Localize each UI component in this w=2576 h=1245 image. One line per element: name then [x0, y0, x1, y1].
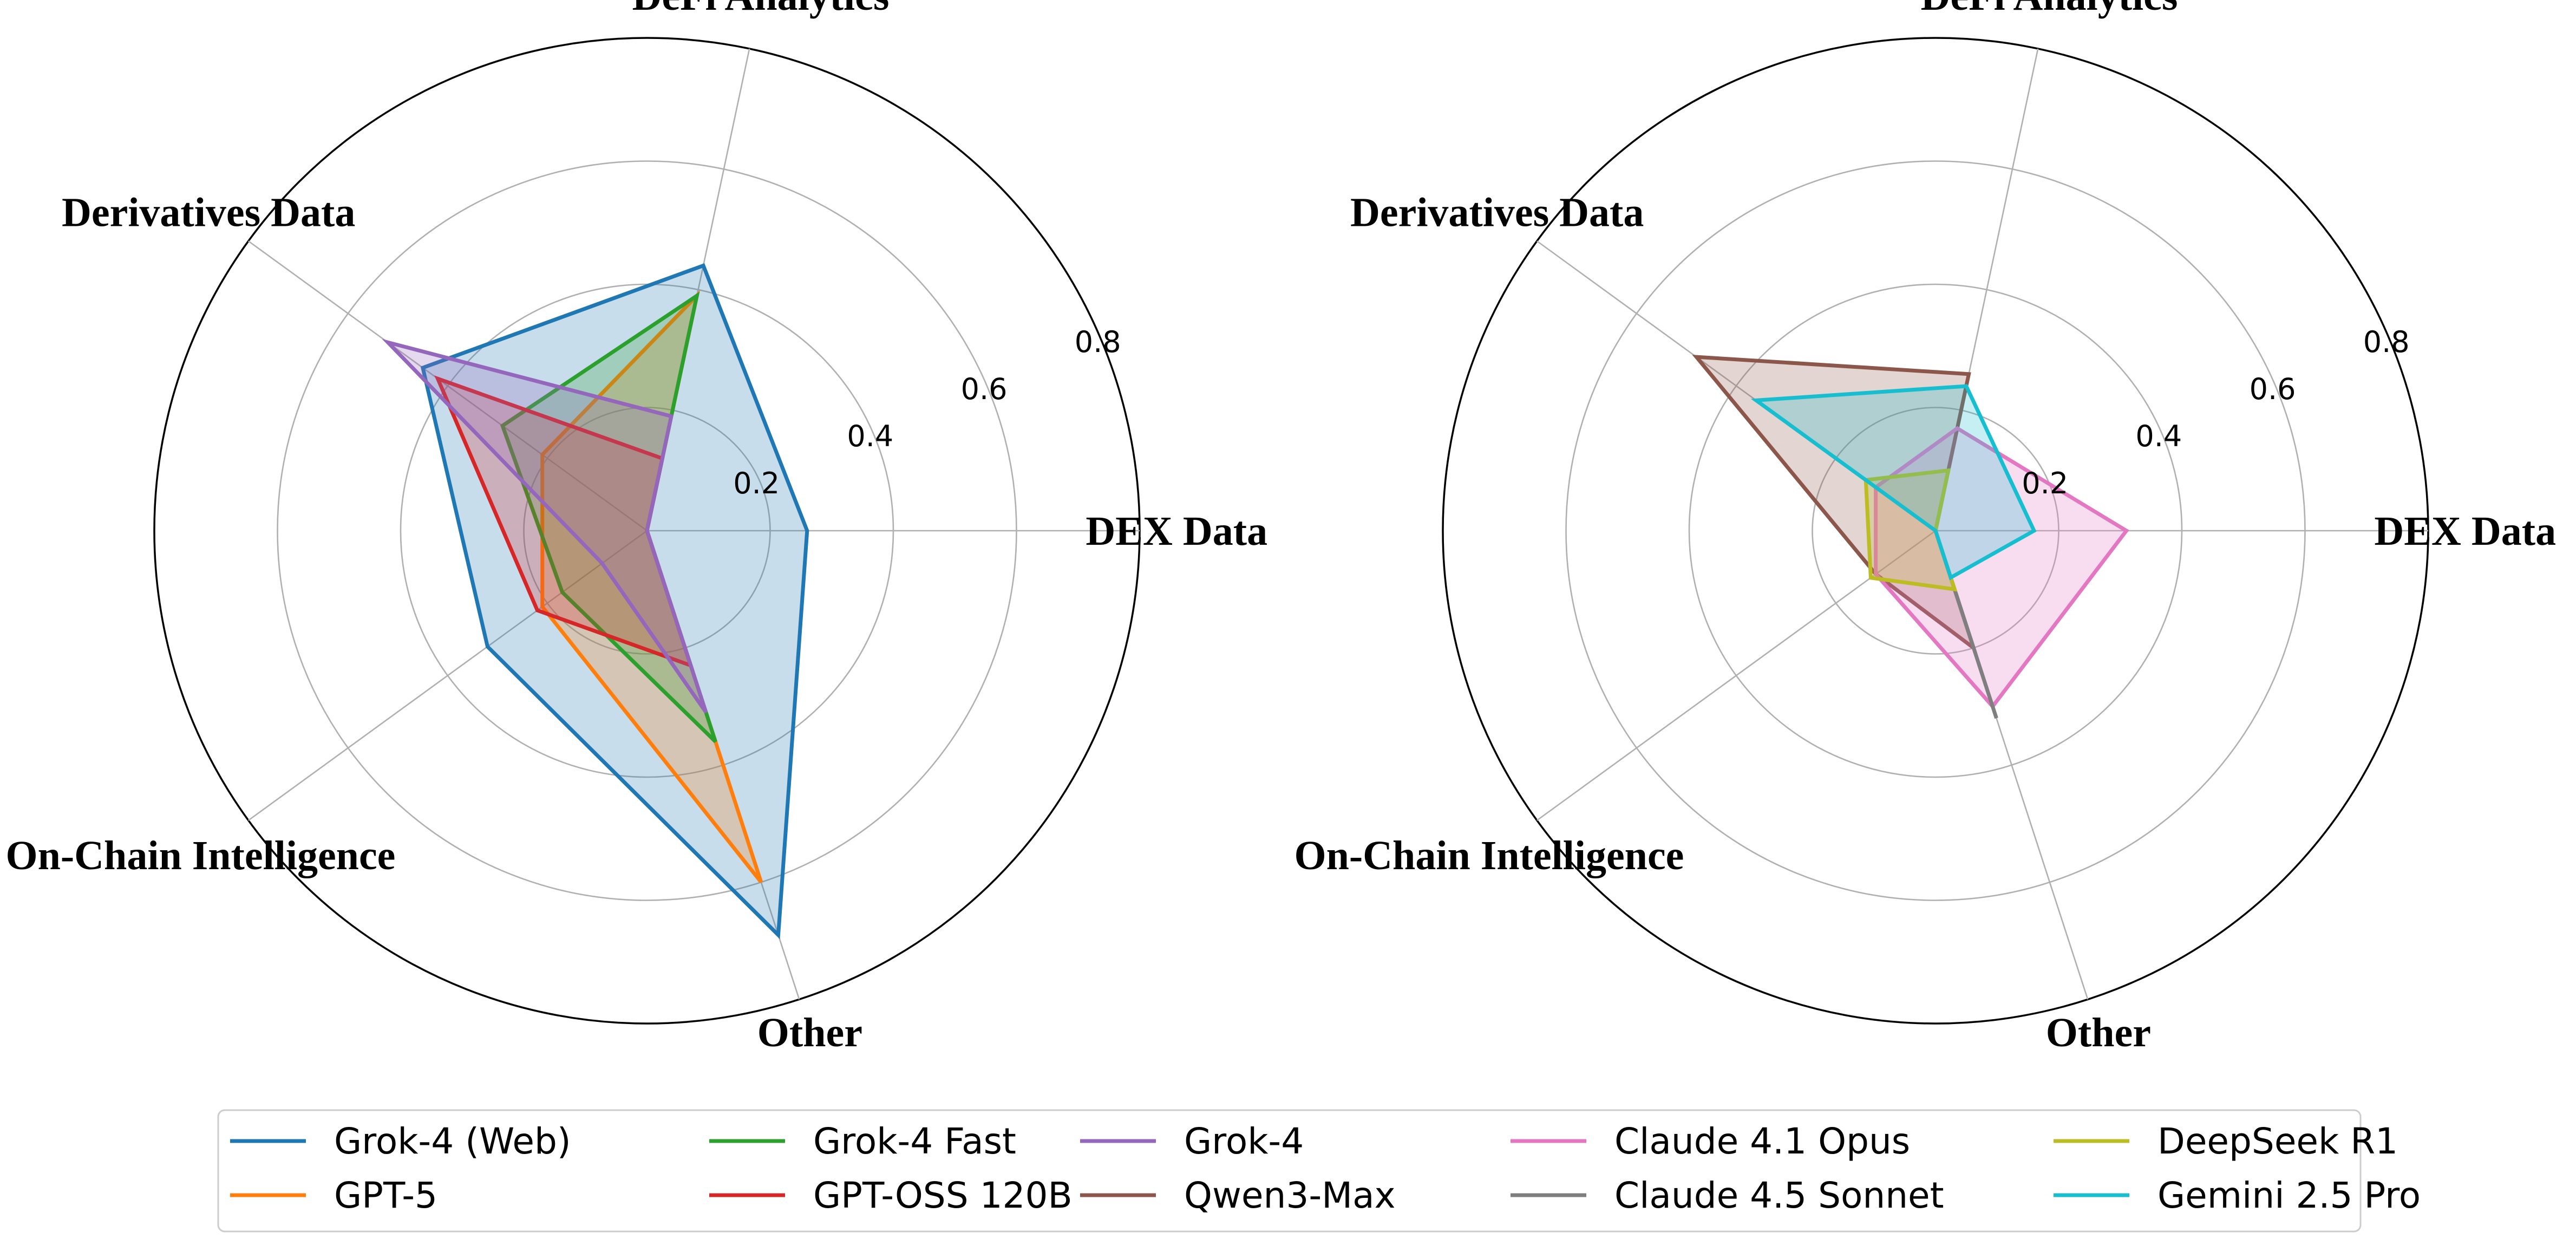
series-fill-claude-4-1-opus [1875, 428, 2127, 707]
axis-label-other: Other [2046, 1010, 2151, 1055]
series-line-grok-4-web [420, 263, 809, 940]
legend-label-qwen3-max: Qwen3-Max [1184, 1175, 1396, 1216]
series-fill-gemini-2-5-pro [1756, 386, 2034, 578]
radial-tick-label: 0.4 [2135, 419, 2182, 453]
legend-label-claude-4-1-opus: Claude 4.1 Opus [1614, 1120, 1910, 1162]
radial-tick-label: 0.4 [847, 419, 893, 453]
series-fill-deepseek-r1 [1866, 470, 1955, 590]
series-line-claude-4-1-opus [1874, 426, 2129, 710]
axis-label-defi-analytics: DeFi Analytics [1921, 0, 2178, 19]
legend-label-grok-4-web: Grok-4 (Web) [334, 1120, 571, 1162]
axis-label-on-chain-intelligence: On-Chain Intelligence [1294, 833, 1684, 878]
series-fill-qwen3-max [1696, 357, 1974, 648]
radial-tick-label: 0.6 [961, 372, 1008, 406]
legend-label-grok-4-fast: Grok-4 Fast [813, 1120, 1016, 1162]
radial-tick-label: 0.2 [733, 466, 780, 500]
series-line-claude-4-5-sonnet [1933, 530, 1998, 719]
series-line-deepseek-r1 [1864, 468, 1958, 592]
radial-tick-label: 0.8 [2363, 325, 2410, 359]
legend-label-gpt-5: GPT-5 [334, 1175, 437, 1216]
series-fill-gpt-5 [542, 296, 761, 883]
axis-label-dex-data: DEX Data [2374, 509, 2556, 554]
radial-tick-label: 0.6 [2250, 372, 2296, 406]
series-fill-grok-4-web [422, 265, 807, 935]
legend-label-grok-4: Grok-4 [1184, 1120, 1304, 1162]
series-fill-grok-4 [388, 342, 706, 713]
axis-label-derivatives-data: Derivatives Data [1350, 190, 1644, 236]
axis-label-dex-data: DEX Data [1086, 509, 1267, 554]
legend-label-claude-4-5-sonnet: Claude 4.5 Sonnet [1614, 1175, 1944, 1216]
series-line-gemini-2-5-pro [1750, 384, 2037, 581]
radial-tick-label: 0.8 [1075, 325, 1121, 359]
spoke-line [248, 240, 648, 532]
axis-label-other: Other [757, 1010, 862, 1055]
legend-label-deepseek-r1: DeepSeek R1 [2157, 1120, 2398, 1162]
legend-label-gemini-2-5-pro: Gemini 2.5 Pro [2157, 1175, 2421, 1216]
radar-chart-right: 0.2 0.4 0.6 0.8 DEX Data DeFi Analytics Deriva… [1294, 0, 2556, 1055]
series-fill-grok-4-fast [502, 296, 716, 742]
series-line-grok-4 [382, 338, 708, 714]
radar-chart-left: 0.2 0.4 0.6 0.8 DEX Data DeFi Analytics Deriva… [5, 0, 1267, 1055]
legend-label-gpt-oss-120b: GPT-OSS 120B [813, 1175, 1073, 1216]
axis-label-derivatives-data: Derivatives Data [62, 190, 355, 236]
axis-label-defi-analytics: DeFi Analytics [632, 0, 890, 19]
spoke-line [248, 530, 648, 821]
axis-label-on-chain-intelligence: On-Chain Intelligence [5, 833, 395, 878]
radial-tick-label: 0.2 [2022, 466, 2068, 500]
legend: Grok-4 (Web) GPT-5 Grok-4 Fast GPT-OSS 120B… [217, 1109, 2421, 1233]
